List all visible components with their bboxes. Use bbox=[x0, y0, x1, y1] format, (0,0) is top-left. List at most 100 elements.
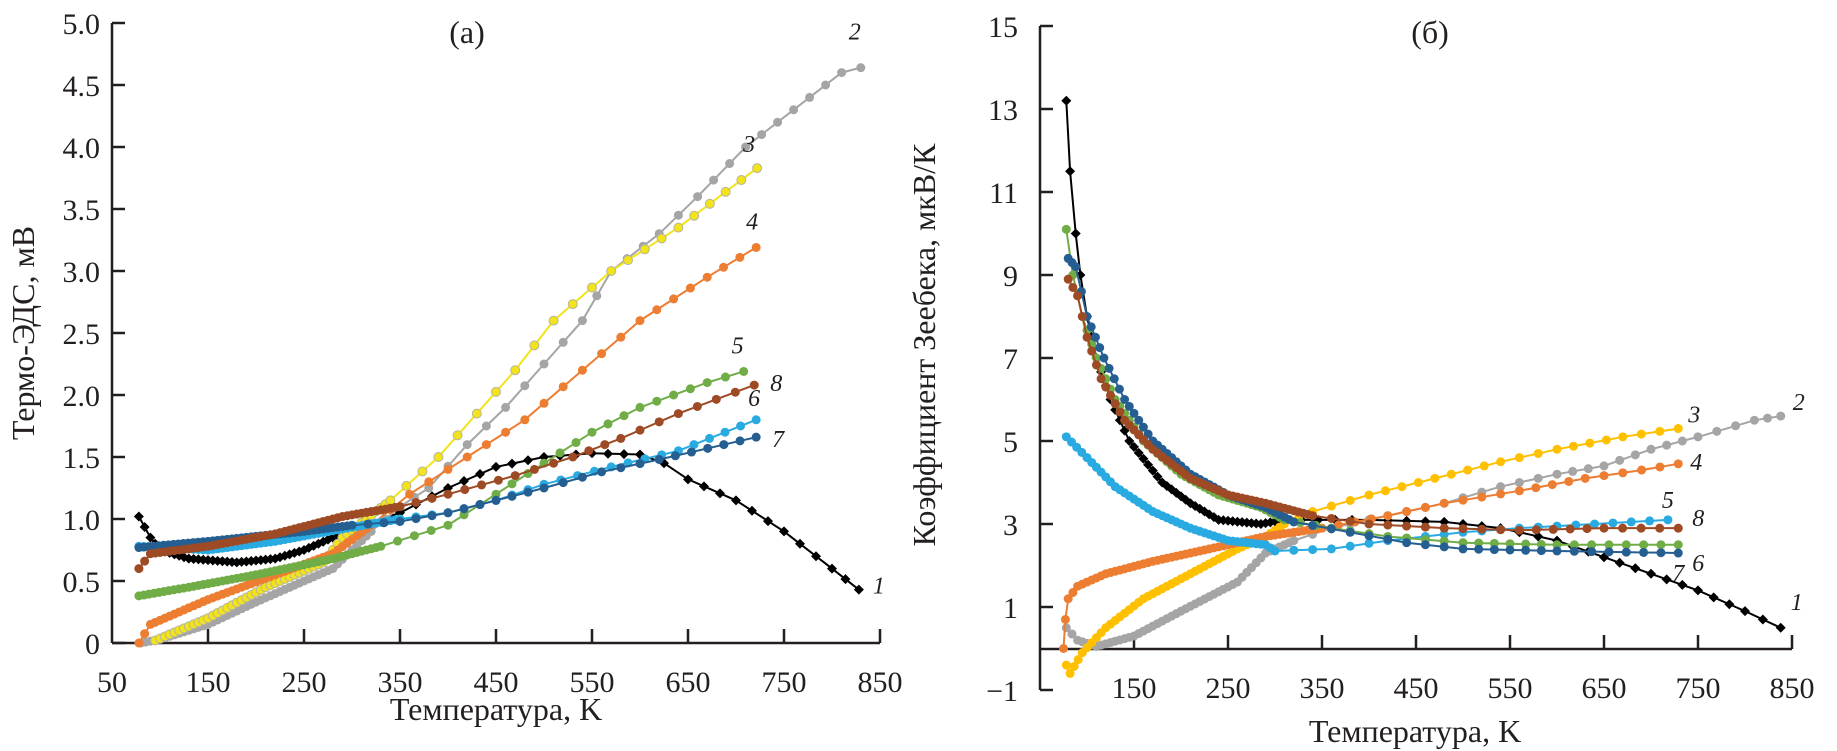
data-point bbox=[493, 475, 503, 485]
data-point bbox=[558, 478, 568, 488]
data-point bbox=[409, 531, 419, 541]
data-point bbox=[592, 291, 602, 301]
data-point bbox=[363, 519, 373, 529]
data-point bbox=[140, 629, 150, 639]
data-point bbox=[571, 438, 581, 448]
data-point bbox=[1104, 363, 1114, 373]
data-point bbox=[1446, 469, 1456, 479]
data-point bbox=[1608, 518, 1618, 528]
x-tick-label: 150 bbox=[1112, 672, 1157, 705]
data-point bbox=[1708, 592, 1719, 603]
data-point bbox=[1639, 547, 1649, 557]
x-tick-label: 850 bbox=[858, 666, 903, 699]
data-point bbox=[1636, 429, 1646, 439]
data-point bbox=[1402, 538, 1412, 548]
data-point bbox=[424, 483, 434, 493]
panel-b-title: (б) bbox=[1411, 14, 1449, 50]
curve-label-8: 8 bbox=[1692, 506, 1704, 532]
data-point bbox=[1364, 538, 1374, 548]
data-point bbox=[520, 381, 530, 391]
data-point bbox=[709, 175, 719, 185]
y-tick-label: 1 bbox=[1003, 592, 1018, 625]
series-8 bbox=[1063, 274, 1683, 535]
data-point bbox=[481, 421, 491, 431]
data-point bbox=[411, 497, 421, 507]
data-point bbox=[1531, 525, 1541, 535]
data-point bbox=[1630, 450, 1640, 460]
data-point bbox=[491, 461, 501, 472]
data-point bbox=[683, 474, 693, 485]
data-point bbox=[1071, 262, 1081, 272]
data-point bbox=[1133, 447, 1144, 458]
data-point bbox=[715, 488, 725, 499]
y-tick-label: 11 bbox=[989, 177, 1018, 210]
curve-label-1: 1 bbox=[873, 574, 885, 600]
data-point bbox=[1637, 465, 1647, 475]
data-point bbox=[1099, 353, 1109, 363]
y-tick-label: 2.5 bbox=[63, 318, 101, 351]
data-point bbox=[1114, 384, 1124, 394]
data-point bbox=[1474, 544, 1484, 554]
data-point bbox=[1458, 538, 1468, 548]
y-tick-label: 1.0 bbox=[63, 504, 101, 537]
data-point bbox=[462, 452, 472, 462]
data-point bbox=[1069, 661, 1079, 671]
x-tick-label: 650 bbox=[666, 666, 711, 699]
data-point bbox=[652, 396, 662, 406]
data-point bbox=[720, 372, 730, 382]
data-point bbox=[1585, 438, 1595, 448]
data-point bbox=[1364, 519, 1374, 529]
data-point bbox=[1615, 455, 1625, 465]
data-point bbox=[568, 452, 578, 462]
data-point bbox=[1345, 516, 1355, 526]
data-point bbox=[462, 440, 472, 450]
data-point bbox=[1655, 523, 1665, 533]
data-point bbox=[1693, 432, 1703, 442]
data-point bbox=[427, 511, 437, 521]
data-point bbox=[1345, 495, 1355, 505]
y-tick-label: 3.5 bbox=[63, 194, 101, 227]
data-point bbox=[507, 491, 517, 501]
data-point bbox=[795, 538, 805, 549]
data-point bbox=[711, 394, 721, 404]
data-point bbox=[1109, 374, 1119, 384]
x-tick-label: 650 bbox=[1582, 672, 1627, 705]
data-point bbox=[459, 475, 469, 486]
data-point bbox=[1326, 501, 1336, 511]
data-point bbox=[1479, 461, 1489, 471]
data-point bbox=[1289, 536, 1299, 546]
data-point bbox=[1474, 538, 1484, 548]
data-point bbox=[619, 449, 629, 460]
data-point bbox=[1775, 622, 1786, 633]
y-tick-label: 7 bbox=[1003, 343, 1018, 376]
curve-label-5: 5 bbox=[1662, 488, 1674, 514]
data-point bbox=[1568, 441, 1578, 451]
data-point bbox=[1065, 668, 1075, 678]
data-point bbox=[1380, 486, 1390, 496]
data-point bbox=[539, 359, 549, 369]
data-point bbox=[1068, 587, 1078, 597]
data-point bbox=[635, 316, 645, 326]
curve-label-4: 4 bbox=[1690, 450, 1702, 476]
data-point bbox=[1614, 557, 1625, 568]
data-point bbox=[1477, 524, 1487, 534]
data-point bbox=[735, 252, 745, 262]
data-point bbox=[1138, 453, 1149, 464]
data-point bbox=[805, 92, 815, 102]
data-point bbox=[1673, 424, 1683, 434]
data-point bbox=[427, 493, 437, 503]
x-tick-label: 850 bbox=[1770, 672, 1815, 705]
y-tick-label: 9 bbox=[1003, 260, 1018, 293]
data-point bbox=[548, 315, 559, 326]
data-point bbox=[840, 574, 851, 585]
data-point bbox=[1564, 476, 1574, 486]
data-point bbox=[1655, 426, 1665, 436]
curve-label-1: 1 bbox=[1791, 590, 1803, 616]
data-point bbox=[501, 402, 511, 412]
y-tick-label: 3.0 bbox=[63, 256, 101, 289]
data-point bbox=[1326, 544, 1336, 554]
data-point bbox=[1618, 523, 1628, 533]
data-point bbox=[656, 233, 667, 244]
data-point bbox=[1496, 525, 1506, 535]
data-point bbox=[1663, 515, 1673, 525]
